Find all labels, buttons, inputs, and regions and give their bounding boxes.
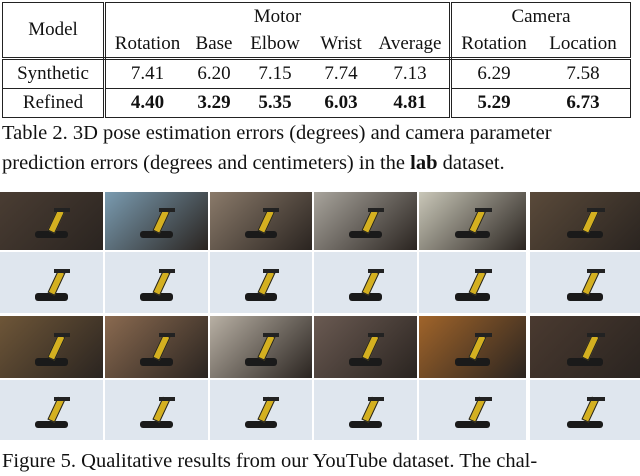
robot-arm [136, 395, 177, 428]
robot-arm [31, 267, 72, 301]
photo-thumbnail [530, 192, 640, 250]
value: 6.73 [566, 92, 600, 113]
cell-bold: 6.73 [536, 89, 631, 118]
header-average: Average [371, 30, 452, 60]
render-thumbnail [210, 252, 312, 313]
cell-bold: 5.29 [451, 89, 537, 118]
table-row: Synthetic 7.41 6.20 7.15 7.74 7.13 6.29 … [2, 58, 631, 89]
value: 4.81 [393, 92, 427, 113]
cell: 7.15 [239, 58, 311, 89]
robot-arm [136, 332, 177, 366]
render-thumbnail [314, 252, 417, 313]
header-base: Base [189, 30, 239, 60]
header-group-camera: Camera [511, 5, 571, 27]
table-caption-line2: prediction errors (degrees and centimete… [2, 148, 552, 178]
cell: 6.29 [450, 58, 536, 89]
robot-arm [345, 332, 386, 366]
cell: 7.41 [104, 58, 189, 89]
caption-text: dataset. [437, 152, 505, 174]
render-thumbnail [530, 252, 640, 313]
photo-thumbnail [530, 316, 640, 378]
robot-arm [451, 267, 494, 301]
photo-thumbnail [314, 192, 417, 250]
robot-arm [345, 267, 386, 301]
robot-arm [451, 207, 494, 239]
photo-thumbnail [419, 316, 526, 378]
photo-thumbnail [210, 316, 312, 378]
caption-bold: lab [410, 152, 438, 174]
value: 5.29 [477, 92, 511, 113]
robot-arm [563, 332, 607, 366]
robot-arm [563, 207, 607, 239]
value: 6.03 [324, 92, 358, 113]
robot-arm [241, 332, 282, 366]
render-thumbnail [0, 380, 103, 440]
cell-bold: 5.35 [239, 89, 311, 118]
header-camera-rotation: Rotation [450, 30, 536, 60]
photo-thumbnail [0, 316, 103, 378]
row-label: Refined [2, 88, 106, 118]
render-thumbnail [210, 380, 312, 440]
render-thumbnail [419, 252, 526, 313]
robot-arm [31, 207, 72, 239]
table-row: Refined 4.40 3.29 5.35 6.03 4.81 5.29 6.… [2, 88, 631, 118]
header-location: Location [536, 30, 631, 60]
cell-bold: 3.29 [189, 89, 239, 118]
photo-thumbnail [105, 192, 208, 250]
robot-arm [136, 267, 177, 301]
photo-thumbnail [419, 192, 526, 250]
photo-thumbnail [210, 192, 312, 250]
results-table: Model Motor Camera Rotation Base Elbow W… [2, 2, 631, 118]
render-thumbnail [105, 252, 208, 313]
robot-arm [136, 207, 177, 239]
robot-arm [563, 267, 607, 301]
value: 3.29 [197, 92, 231, 113]
photo-thumbnail [0, 192, 103, 250]
cell: 6.20 [189, 58, 239, 89]
robot-arm [241, 207, 282, 239]
robot-arm [241, 395, 282, 428]
value: 4.40 [130, 92, 165, 113]
table-caption-line1: Table 2. 3D pose estimation errors (degr… [2, 122, 552, 144]
value: 5.35 [258, 92, 292, 113]
cell-bold: 6.03 [311, 89, 371, 118]
robot-arm [31, 332, 72, 366]
figure-image-grid [0, 192, 640, 440]
robot-arm [563, 395, 607, 428]
photo-thumbnail [105, 316, 208, 378]
render-thumbnail [419, 380, 526, 440]
render-thumbnail [105, 380, 208, 440]
cell: 7.13 [371, 58, 452, 89]
header-motor-rotation: Rotation [104, 30, 189, 60]
photo-thumbnail [314, 316, 417, 378]
cell: 7.74 [311, 58, 371, 89]
row-label: Synthetic [2, 58, 106, 89]
render-thumbnail [0, 252, 103, 313]
robot-arm [241, 267, 282, 301]
figure-caption: Figure 5. Qualitative results from our Y… [2, 450, 538, 472]
render-thumbnail [530, 380, 640, 440]
robot-arm [451, 332, 494, 366]
cell: 7.58 [536, 58, 631, 89]
header-elbow: Elbow [239, 30, 311, 60]
robot-arm [31, 395, 72, 428]
header-wrist: Wrist [311, 30, 371, 60]
table-caption: Table 2. 3D pose estimation errors (degr… [2, 118, 552, 178]
robot-arm [345, 207, 386, 239]
cell-bold: 4.81 [371, 88, 452, 118]
robot-arm [451, 395, 494, 428]
header-group-motor: Motor [104, 2, 452, 30]
cell-bold: 4.40 [105, 89, 190, 118]
render-thumbnail [314, 380, 417, 440]
robot-arm [345, 395, 386, 428]
caption-text: prediction errors (degrees and centimete… [2, 152, 411, 174]
header-model: Model [2, 2, 106, 60]
